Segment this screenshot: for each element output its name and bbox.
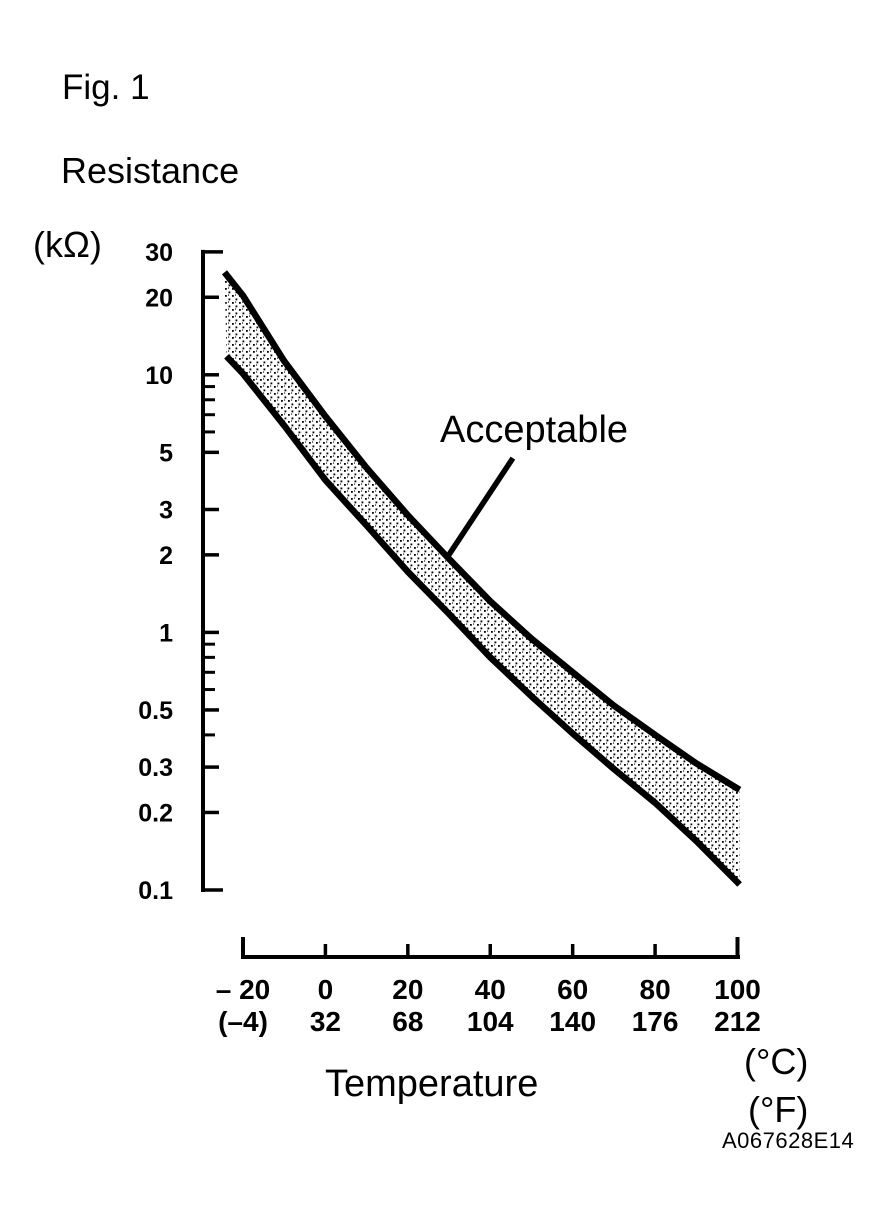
y-tick-label: 0.5 xyxy=(138,697,173,725)
y-tick-label: 5 xyxy=(159,439,173,467)
x-tick-label-fahrenheit: 68 xyxy=(392,1006,423,1037)
y-axis-title: Resistance xyxy=(61,150,240,191)
figure-label: Fig. 1 xyxy=(62,68,150,107)
y-tick-label: 3 xyxy=(159,496,173,524)
y-tick-label: 10 xyxy=(145,362,173,390)
fahrenheit-unit-label: (°F) xyxy=(748,1089,809,1130)
y-tick-label: 30 xyxy=(145,239,173,267)
y-tick-label: 0.2 xyxy=(138,799,173,827)
celsius-unit-label: (°C) xyxy=(744,1041,809,1082)
y-tick-label: 0.1 xyxy=(138,877,173,905)
x-tick-label-celsius: 40 xyxy=(475,974,506,1005)
figure-code: A067628E14 xyxy=(722,1128,855,1153)
y-tick-label: 1 xyxy=(159,619,173,647)
x-tick-label-fahrenheit: 32 xyxy=(310,1006,341,1037)
x-tick-label-celsius: 100 xyxy=(714,974,761,1005)
x-tick-label-celsius: – 20 xyxy=(216,974,271,1005)
acceptable-annotation: Acceptable xyxy=(440,409,629,451)
x-tick-label-celsius: 80 xyxy=(640,974,671,1005)
x-tick-label-fahrenheit: 104 xyxy=(467,1006,514,1037)
y-tick-label: 20 xyxy=(145,284,173,312)
y-axis-unit: (kΩ) xyxy=(33,224,102,265)
y-tick-label: 2 xyxy=(159,542,173,570)
x-tick-label-fahrenheit: 140 xyxy=(549,1006,596,1037)
x-axis-title: Temperature xyxy=(325,1063,539,1105)
x-tick-label-fahrenheit: 212 xyxy=(714,1006,761,1037)
x-tick-label-fahrenheit: 176 xyxy=(632,1006,679,1037)
annotation-pointer-line xyxy=(444,456,516,560)
x-tick-label-celsius: 0 xyxy=(318,974,334,1005)
x-tick-label-fahrenheit: (–4) xyxy=(218,1006,268,1037)
lower-limit-curve xyxy=(224,354,742,887)
acceptable-band xyxy=(224,272,740,885)
x-tick-label-celsius: 20 xyxy=(392,974,423,1005)
y-tick-label: 0.3 xyxy=(138,754,173,782)
upper-limit-curve xyxy=(221,270,742,793)
x-tick-label-celsius: 60 xyxy=(557,974,588,1005)
